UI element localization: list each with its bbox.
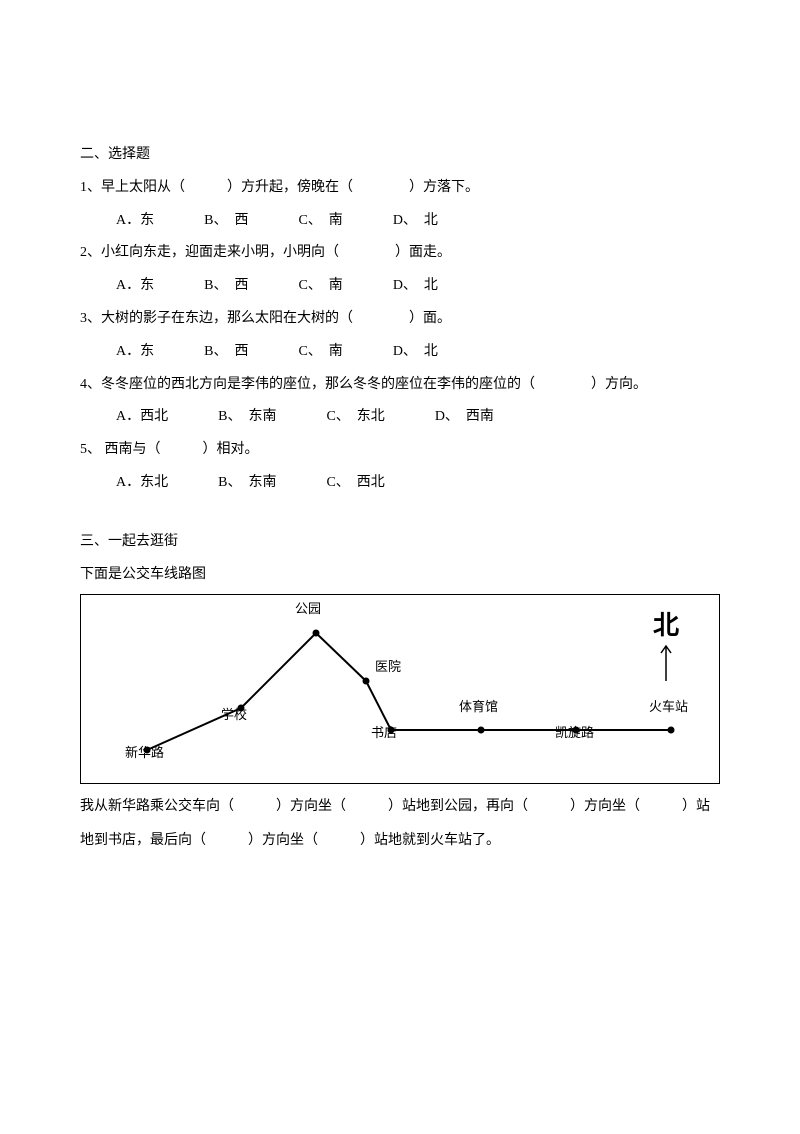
north-indicator: 北	[653, 613, 679, 683]
q2-opt-b: B、 西	[204, 271, 248, 302]
q4-options: A．西北 B、 东南 C、 东北 D、 西南	[80, 402, 720, 433]
q3-opt-a: A．东	[116, 337, 154, 368]
q1-options: A．东 B、 西 C、 南 D、 北	[80, 206, 720, 237]
svg-text:书店: 书店	[371, 725, 397, 740]
q4-text: 4、冬冬座位的西北方向是李伟的座位，那么冬冬的座位在李伟的座位的（ ）方向。	[80, 370, 720, 401]
north-label: 北	[653, 611, 679, 640]
q4-opt-d: D、 西南	[435, 402, 494, 433]
q1-opt-c: C、 南	[298, 206, 342, 237]
north-arrow-icon	[653, 643, 679, 683]
q4-opt-c: C、 东北	[326, 402, 384, 433]
q2-text: 2、小红向东走，迎面走来小明，小明向（ ）面走。	[80, 238, 720, 269]
svg-text:体育馆: 体育馆	[459, 699, 498, 714]
bus-route-map: 新华路 学校 公园医院书店 体育馆凯旋路 火车站 北	[80, 594, 720, 784]
q2-opt-c: C、 南	[298, 271, 342, 302]
q5-text: 5、 西南与（ ）相对。	[80, 435, 720, 466]
q3-options: A．东 B、 西 C、 南 D、 北	[80, 337, 720, 368]
q3-opt-c: C、 南	[298, 337, 342, 368]
svg-text:医院: 医院	[375, 659, 401, 674]
q1-text: 1、早上太阳从（ ）方升起，傍晚在（ ）方落下。	[80, 173, 720, 204]
fill-blank-text: 我从新华路乘公交车向（ ）方向坐（ ）站地到公园，再向（ ）方向坐（ ）站地到书…	[80, 790, 720, 857]
svg-text:火车站: 火车站	[649, 699, 688, 714]
q1-opt-d: D、 北	[393, 206, 438, 237]
q3-opt-b: B、 西	[204, 337, 248, 368]
svg-text:公园: 公园	[295, 601, 321, 616]
q3-text: 3、大树的影子在东边，那么太阳在大树的（ ）面。	[80, 304, 720, 335]
section2-title: 二、选择题	[80, 140, 720, 171]
q3-opt-d: D、 北	[393, 337, 438, 368]
q5-opt-a: A．东北	[116, 468, 168, 499]
q2-opt-d: D、 北	[393, 271, 438, 302]
q4-opt-a: A．西北	[116, 402, 168, 433]
svg-text:学校: 学校	[221, 707, 247, 722]
q1-opt-b: B、 西	[204, 206, 248, 237]
q5-options: A．东北 B、 东南 C、 西北	[80, 468, 720, 499]
route-svg: 新华路 学校 公园医院书店 体育馆凯旋路 火车站	[81, 595, 721, 785]
q5-opt-b: B、 东南	[218, 468, 276, 499]
section3-title: 三、一起去逛街	[80, 527, 720, 558]
q5-opt-c: C、 西北	[326, 468, 384, 499]
svg-text:新华路: 新华路	[125, 745, 164, 760]
q2-options: A．东 B、 西 C、 南 D、 北	[80, 271, 720, 302]
q1-opt-a: A．东	[116, 206, 154, 237]
q2-opt-a: A．东	[116, 271, 154, 302]
q4-opt-b: B、 东南	[218, 402, 276, 433]
section3-subtitle: 下面是公交车线路图	[80, 560, 720, 591]
svg-text:凯旋路: 凯旋路	[555, 725, 594, 740]
